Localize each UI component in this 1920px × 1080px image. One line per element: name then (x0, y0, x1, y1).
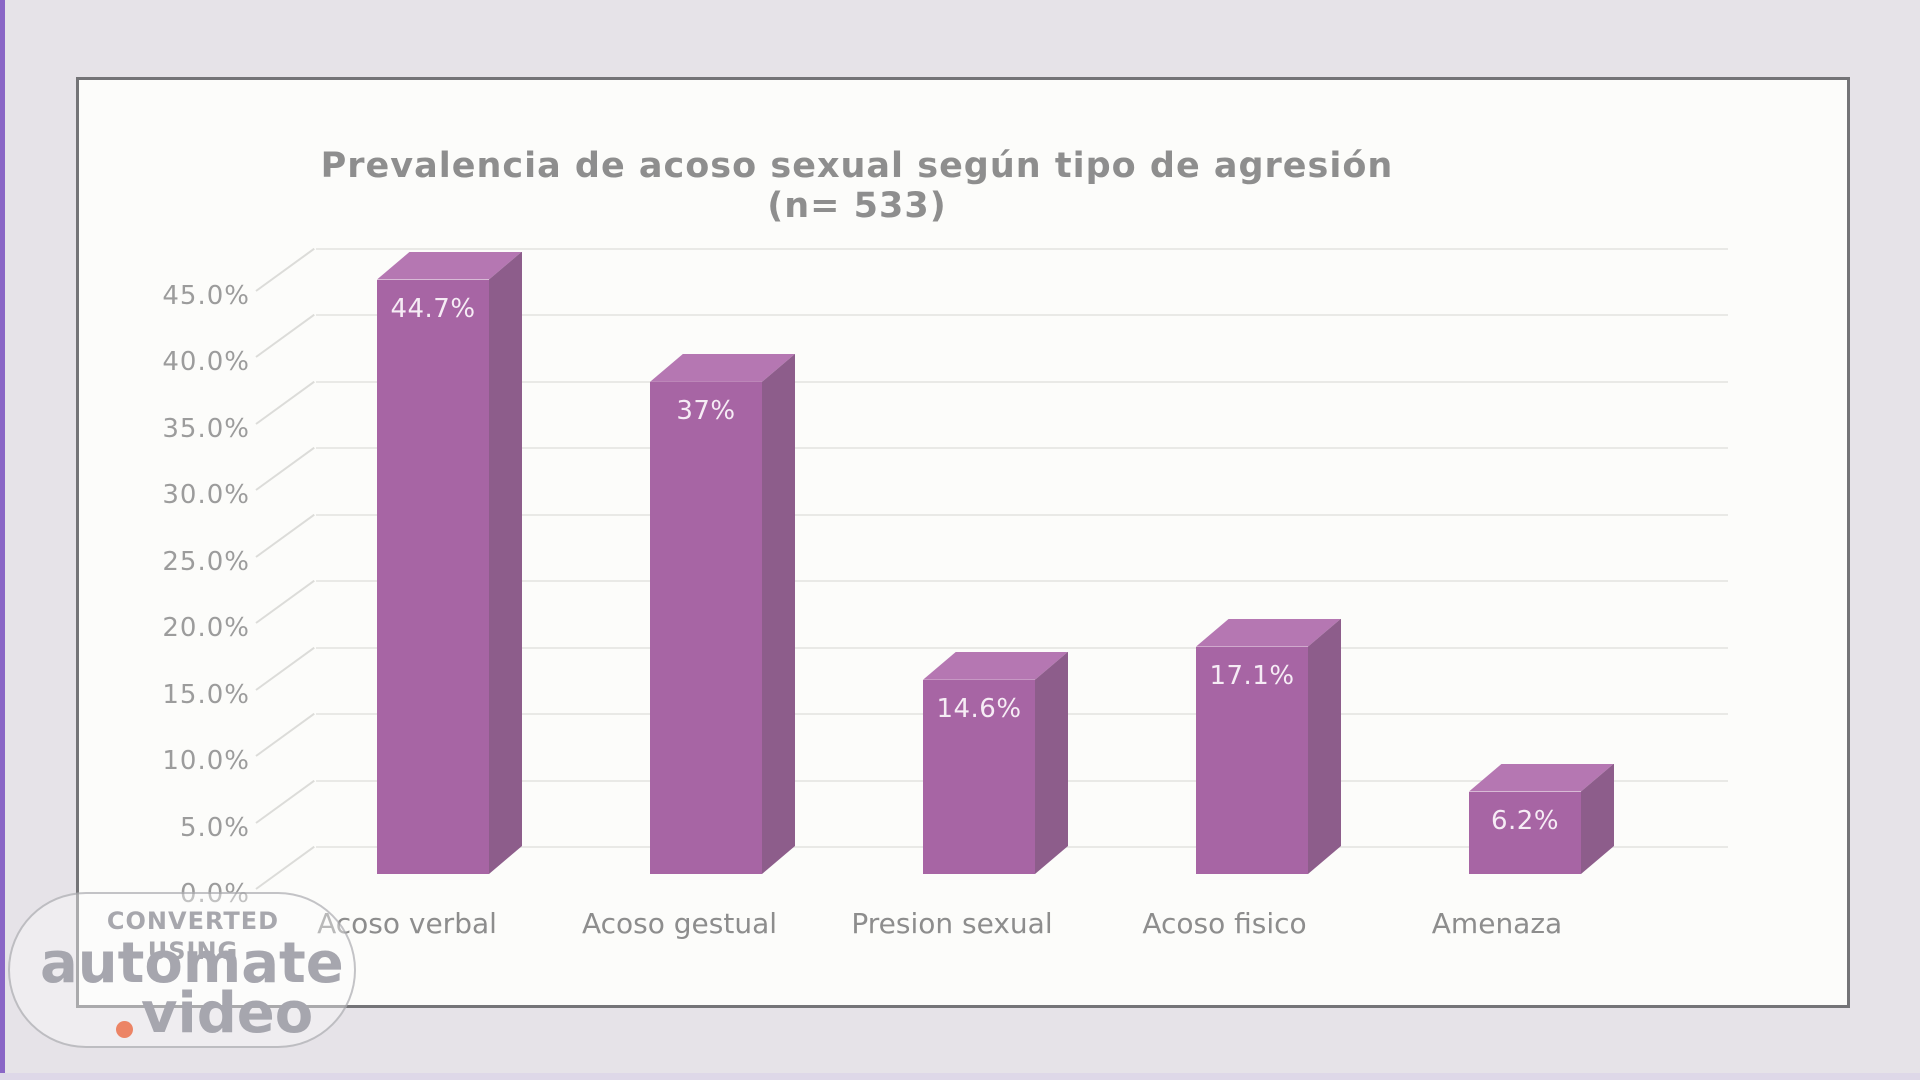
y-axis-tick-label: 30.0% (162, 480, 250, 510)
gridline (316, 314, 1728, 316)
watermark-pill (8, 892, 356, 1048)
bar-side-face (762, 353, 795, 874)
axis-tick-connector (255, 513, 315, 558)
y-axis-tick-label: 10.0% (162, 746, 250, 776)
gridline (316, 380, 1728, 383)
chart-title: Prevalencia de acoso sexual según tipo d… (320, 146, 1394, 226)
page-left-accent-stripe (0, 0, 5, 1080)
bar-value-label: 37% (676, 395, 736, 426)
bar-value-label: 6.2% (1490, 805, 1560, 836)
watermark-converted-using-label: CONVERTED USING (106, 907, 280, 965)
axis-tick-connector (255, 646, 315, 691)
category-label: Amenaza (1431, 907, 1563, 940)
bar-side-face (489, 251, 522, 874)
axis-tick-connector (255, 446, 315, 491)
y-axis-tick-label: 0.0% (179, 879, 250, 909)
gridline (316, 646, 1728, 649)
bar-front-face (923, 679, 1035, 874)
axis-tick-connector (255, 313, 315, 358)
axis-tick-connector (255, 247, 315, 292)
bar-front-face (650, 381, 762, 874)
bar-front-face (377, 279, 489, 874)
gridline (316, 447, 1728, 449)
bar-side-face (1308, 618, 1341, 874)
y-axis-tick-label: 5.0% (179, 812, 250, 843)
bar-front-face (1196, 646, 1308, 874)
gridline (316, 513, 1728, 516)
bar-value-label: 44.7% (390, 293, 476, 324)
y-axis-tick-label: 45.0% (162, 280, 250, 311)
bar-value-label: 17.1% (1209, 660, 1295, 691)
bar-value-label: 14.6% (936, 693, 1022, 724)
bar-side-face (1035, 651, 1068, 874)
gridline (316, 580, 1728, 582)
watermark-brand-automate: automate (40, 931, 344, 996)
axis-tick-connector (255, 779, 315, 824)
axis-tick-connector (255, 845, 315, 890)
y-axis-tick-label: 35.0% (162, 413, 250, 444)
category-label: Presion sexual (851, 907, 1053, 940)
axis-tick-connector (255, 380, 315, 425)
watermark-brand-video: video (141, 981, 314, 1046)
watermark-brand-dot-icon (116, 1021, 133, 1038)
y-axis-tick-label: 15.0% (162, 679, 250, 710)
axis-tick-connector (255, 712, 315, 757)
category-label: Acoso gestual (581, 907, 778, 940)
axis-tick-connector (255, 579, 315, 624)
y-axis-tick-label: 20.0% (162, 613, 250, 643)
gridline (316, 247, 1728, 250)
bar-front-face (1469, 791, 1581, 874)
y-axis-tick-label: 40.0% (162, 347, 250, 377)
category-label: Acoso fisico (1142, 907, 1307, 940)
page-bottom-stripe (0, 1073, 1920, 1080)
y-axis-tick-label: 25.0% (162, 546, 250, 577)
